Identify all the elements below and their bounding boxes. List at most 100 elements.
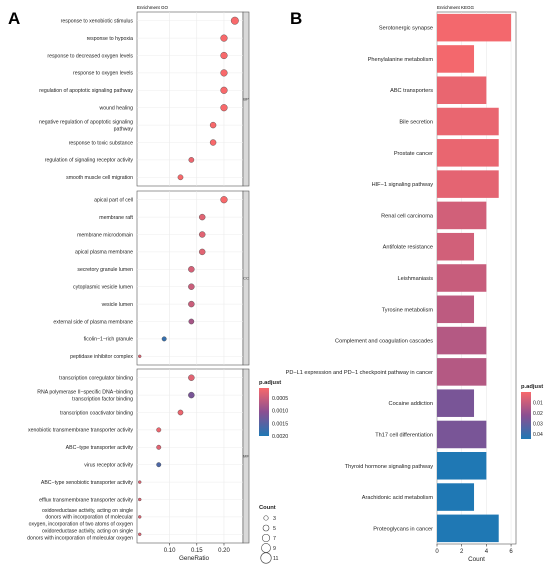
bar bbox=[437, 295, 475, 324]
dot-point bbox=[220, 51, 228, 60]
term-label: peptidase inhibitor complex bbox=[70, 354, 133, 360]
category-label: HIF−1 signaling pathway bbox=[372, 182, 434, 188]
category-label: Antifolate resistance bbox=[383, 245, 433, 251]
legend-title: p.adjust bbox=[259, 380, 281, 386]
bar bbox=[437, 389, 475, 417]
term-label: oxygen, incorporation of two atoms of ox… bbox=[29, 522, 134, 528]
bar bbox=[437, 483, 475, 511]
term-label: oxidoreductase activity, acting on singl… bbox=[42, 508, 133, 514]
term-label: transcription coregulator binding bbox=[59, 376, 133, 382]
bar bbox=[437, 139, 499, 167]
legend-tick-label: 0.03 bbox=[533, 421, 543, 427]
go-chart-subtitle: Enrichment GO bbox=[137, 5, 169, 10]
category-label: Arachidonic acid metabolism bbox=[362, 495, 434, 501]
term-label: apical plasma membrane bbox=[75, 250, 133, 256]
term-label: response to toxic substance bbox=[69, 140, 133, 146]
term-label: vesicle lumen bbox=[102, 302, 134, 308]
dot-point bbox=[188, 300, 195, 308]
legend-tick-label: 0.0005 bbox=[272, 396, 288, 402]
legend-tick-label: 0.0020 bbox=[272, 434, 288, 440]
x-tick-label: 0.15 bbox=[191, 548, 203, 554]
legend-tick-label: 0.02 bbox=[533, 411, 543, 417]
bar bbox=[437, 170, 499, 198]
facet-panel bbox=[136, 190, 244, 366]
size-legend-circle bbox=[261, 543, 271, 553]
dot-point bbox=[188, 266, 195, 273]
legend-tick-label: 0.0015 bbox=[272, 421, 288, 427]
dot-point bbox=[209, 139, 217, 146]
category-label: Cocaine addiction bbox=[389, 401, 433, 407]
facet-strip bbox=[242, 368, 250, 544]
dot-point bbox=[199, 213, 206, 221]
size-legend-circle bbox=[260, 552, 272, 564]
term-label: response to xenobiotic stimulus bbox=[61, 19, 134, 25]
size-legend-circle bbox=[262, 524, 270, 532]
term-label: secretory granule lumen bbox=[77, 267, 133, 273]
size-legend-label: 9 bbox=[273, 546, 276, 552]
term-label: efflux transmembrane transporter activit… bbox=[39, 497, 133, 503]
category-label: Complement and coagulation cascades bbox=[335, 339, 433, 345]
term-label: wound healing bbox=[100, 106, 134, 112]
term-label: membrane raft bbox=[99, 215, 133, 221]
dot-point bbox=[138, 480, 142, 484]
facet-strip-label: BP bbox=[243, 97, 249, 102]
panel-b-letter: B bbox=[290, 9, 302, 28]
size-legend-label: 7 bbox=[273, 536, 276, 542]
facet-strip bbox=[242, 11, 250, 187]
dot-point bbox=[161, 336, 167, 342]
dot-point bbox=[188, 283, 195, 290]
x-axis-title: Count bbox=[468, 556, 485, 563]
bar bbox=[437, 451, 487, 480]
go-dotplot: BP response to xenobiotic stimulus respons… bbox=[27, 11, 288, 564]
bar bbox=[437, 264, 487, 292]
term-label: response to decreased oxygen levels bbox=[47, 53, 133, 59]
bar bbox=[437, 232, 475, 261]
dot-point bbox=[188, 391, 195, 399]
x-tick-label: 6 bbox=[509, 549, 513, 555]
category-label: Leishmaniasis bbox=[398, 276, 434, 282]
category-label: Renal cell carcinoma bbox=[381, 213, 434, 219]
bar bbox=[437, 107, 499, 136]
facet-strip-label: CC bbox=[243, 276, 249, 281]
category-label: Bile secretion bbox=[399, 120, 433, 126]
category-label: Thyroid hormone signaling pathway bbox=[345, 464, 434, 470]
term-label: membrane microdomain bbox=[77, 232, 133, 238]
dot-point bbox=[177, 174, 184, 181]
x-tick-label: 0.20 bbox=[218, 548, 230, 554]
legend-tick-label: 0.01 bbox=[533, 400, 543, 406]
x-tick-label: 2 bbox=[460, 549, 464, 555]
term-label: transcription coactivator binding bbox=[60, 410, 133, 416]
category-label: PD−L1 expression and PD−1 checkpoint pat… bbox=[286, 370, 434, 376]
size-legend-label: 3 bbox=[273, 516, 276, 522]
dot-point bbox=[220, 86, 228, 94]
term-label: response to hypoxia bbox=[87, 36, 134, 42]
bar bbox=[437, 201, 487, 230]
legend-tick-label: 0.04 bbox=[533, 432, 543, 438]
category-label: Tyrosine metabolism bbox=[382, 307, 434, 313]
dot-point bbox=[220, 104, 228, 112]
category-label: Th17 cell differentiation bbox=[375, 432, 433, 438]
term-label: donors with incorporation of molecular o… bbox=[27, 536, 133, 542]
size-legend-label: 5 bbox=[273, 526, 276, 532]
term-label: pathway bbox=[114, 126, 134, 132]
bar bbox=[437, 420, 487, 449]
dot-point bbox=[188, 318, 195, 325]
category-label: Prostate cancer bbox=[394, 151, 433, 157]
term-label: transcription factor binding bbox=[72, 396, 133, 402]
size-legend-circle bbox=[263, 515, 269, 521]
term-label: negative regulation of apoptotic signali… bbox=[39, 120, 133, 126]
dot-point bbox=[209, 121, 217, 129]
bar bbox=[437, 13, 512, 42]
dot-point bbox=[138, 515, 142, 519]
x-tick-label: 0 bbox=[435, 549, 439, 555]
dot-point bbox=[156, 427, 162, 433]
term-label: donors with incorporation of molecular bbox=[45, 515, 133, 521]
dot-point bbox=[220, 34, 228, 42]
color-bar bbox=[521, 392, 531, 439]
dot-point bbox=[138, 354, 142, 358]
dot-point bbox=[156, 462, 162, 468]
legend-tick-label: 0.0010 bbox=[272, 409, 288, 415]
term-label: xenobiotic transmembrane transporter act… bbox=[28, 428, 133, 434]
term-label: smooth muscle cell migration bbox=[66, 175, 133, 181]
